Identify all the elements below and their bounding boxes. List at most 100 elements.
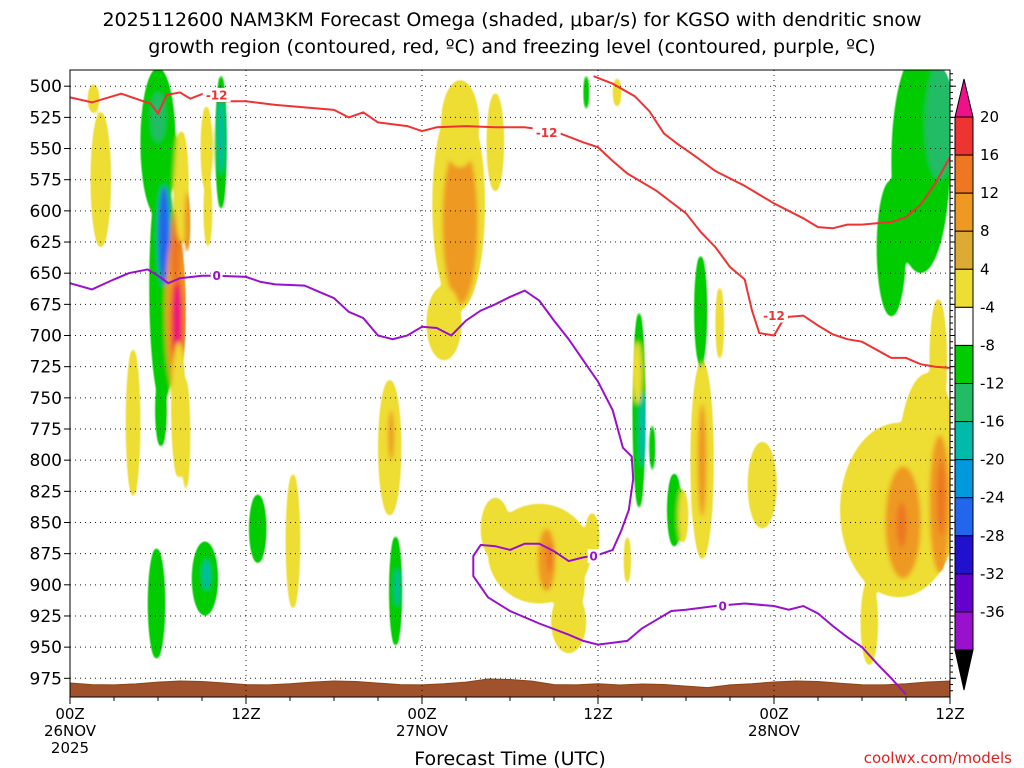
- colorbar-segment: [954, 421, 974, 461]
- chart-title-line1: 2025112600 NAM3KM Forecast Omega (shaded…: [102, 9, 921, 31]
- colorbar-segment: [954, 192, 974, 232]
- omega-region: [480, 497, 511, 560]
- colorbar-label: 20: [980, 108, 999, 126]
- dgz-contour-lower: [593, 75, 950, 230]
- colorbar-segment: [954, 497, 974, 537]
- grid-lines: [70, 70, 950, 697]
- omega-region: [394, 568, 400, 607]
- colorbar-segment: [954, 230, 974, 270]
- x-axis-title: Forecast Time (UTC): [414, 748, 605, 768]
- omega-region: [936, 460, 946, 535]
- colorbar-label: -36: [980, 603, 1005, 621]
- colorbar-min-arrow: [954, 649, 974, 691]
- colorbar-legend: 20 16 12 8 4 -4 -8 -12 -16 -20 -24 -28 -32 -36: [954, 78, 1005, 691]
- colorbar-label: 8: [980, 222, 990, 240]
- y-tick-label: 950: [30, 638, 62, 658]
- y-tick-label: 625: [30, 233, 62, 253]
- contour-label: 0: [589, 550, 597, 564]
- colorbar-label: -20: [980, 451, 1005, 469]
- plot-area: [70, 70, 950, 697]
- omega-region: [697, 404, 707, 517]
- omega-region: [125, 347, 141, 498]
- contour-label-bg: [716, 599, 729, 614]
- colorbar-segment: [954, 535, 974, 575]
- omega-shading: [87, 70, 950, 666]
- y-tick-label: 850: [30, 513, 62, 533]
- x-tick-label: 00Z: [407, 705, 436, 723]
- omega-region: [715, 285, 725, 361]
- omega-region: [426, 285, 462, 361]
- contour-label-bg: [587, 549, 600, 564]
- colorbar-label: -12: [980, 375, 1005, 393]
- terrain-surface: [70, 678, 950, 697]
- y-tick-label: 775: [30, 420, 62, 440]
- omega-region: [677, 488, 689, 544]
- y-tick-label: 650: [30, 264, 62, 284]
- contour-label: 0: [718, 600, 726, 614]
- omega-region: [285, 472, 301, 610]
- colorbar-label: 4: [980, 260, 990, 278]
- omega-region: [694, 254, 708, 367]
- contour-labels: -12 -12 -12 0 0 0: [202, 87, 788, 614]
- omega-region: [442, 142, 478, 305]
- x-tick-label: 27NOV: [396, 722, 449, 740]
- y-tick-label: 700: [30, 327, 62, 347]
- omega-region: [147, 547, 166, 660]
- omega-region: [860, 578, 879, 666]
- x-tick-label: 28NOV: [748, 722, 801, 740]
- y-tick-label: 925: [30, 607, 62, 627]
- colorbar-label: 16: [980, 146, 999, 164]
- omega-region: [248, 493, 267, 564]
- colorbar-max-arrow: [954, 78, 974, 118]
- colorbar-label: -16: [980, 413, 1005, 431]
- omega-region: [649, 422, 656, 473]
- contour-label: -12: [206, 88, 228, 102]
- colorbar-segment: [954, 383, 974, 423]
- colorbar-segment: [954, 459, 974, 499]
- x-tick-label: 12Z: [583, 705, 612, 723]
- y-tick-label: 600: [30, 202, 62, 222]
- omega-region: [388, 410, 395, 461]
- x-tick-label: 12Z: [935, 705, 964, 723]
- y-tick-label: 550: [30, 140, 62, 160]
- x-tick-label: 00Z: [55, 705, 84, 723]
- omega-region: [876, 179, 906, 317]
- y-axis: 500 525 550 575 600 625 650 675 700 725 750 775 800 8…: [30, 73, 956, 692]
- omega-region: [203, 173, 213, 249]
- colorbar-segment: [954, 344, 974, 384]
- omega-region: [633, 341, 642, 405]
- omega-region: [441, 79, 480, 168]
- omega-region: [612, 77, 622, 108]
- omega-region: [174, 285, 180, 348]
- y-tick-label: 725: [30, 358, 62, 378]
- colorbar-label: 12: [980, 184, 999, 202]
- colorbar-label: -24: [980, 489, 1005, 507]
- credit-text: coolwx.com/models: [864, 749, 1012, 767]
- omega-region: [218, 98, 224, 174]
- colorbar-segment: [954, 116, 974, 156]
- y-tick-label: 500: [30, 77, 62, 97]
- contour-label-bg: [210, 268, 223, 283]
- contour-label: -12: [536, 126, 558, 140]
- x-tick-label: 26NOV: [44, 722, 97, 740]
- omega-region: [87, 83, 100, 114]
- omega-region: [537, 528, 556, 592]
- y-tick-label: 875: [30, 545, 62, 565]
- omega-region: [155, 372, 167, 448]
- x-tick-label: 00Z: [759, 705, 788, 723]
- omega-region: [150, 92, 166, 143]
- colorbar-segment: [954, 573, 974, 613]
- omega-region: [184, 192, 191, 255]
- omega-region: [181, 379, 191, 492]
- y-tick-label: 675: [30, 295, 62, 315]
- y-tick-label: 525: [30, 108, 62, 128]
- y-tick-label: 975: [30, 669, 62, 689]
- omega-region: [623, 534, 631, 585]
- omega-region: [896, 502, 907, 548]
- contour-label: -12: [763, 309, 785, 323]
- omega-region: [639, 391, 645, 467]
- y-tick-label: 575: [30, 171, 62, 191]
- omega-region: [928, 70, 946, 130]
